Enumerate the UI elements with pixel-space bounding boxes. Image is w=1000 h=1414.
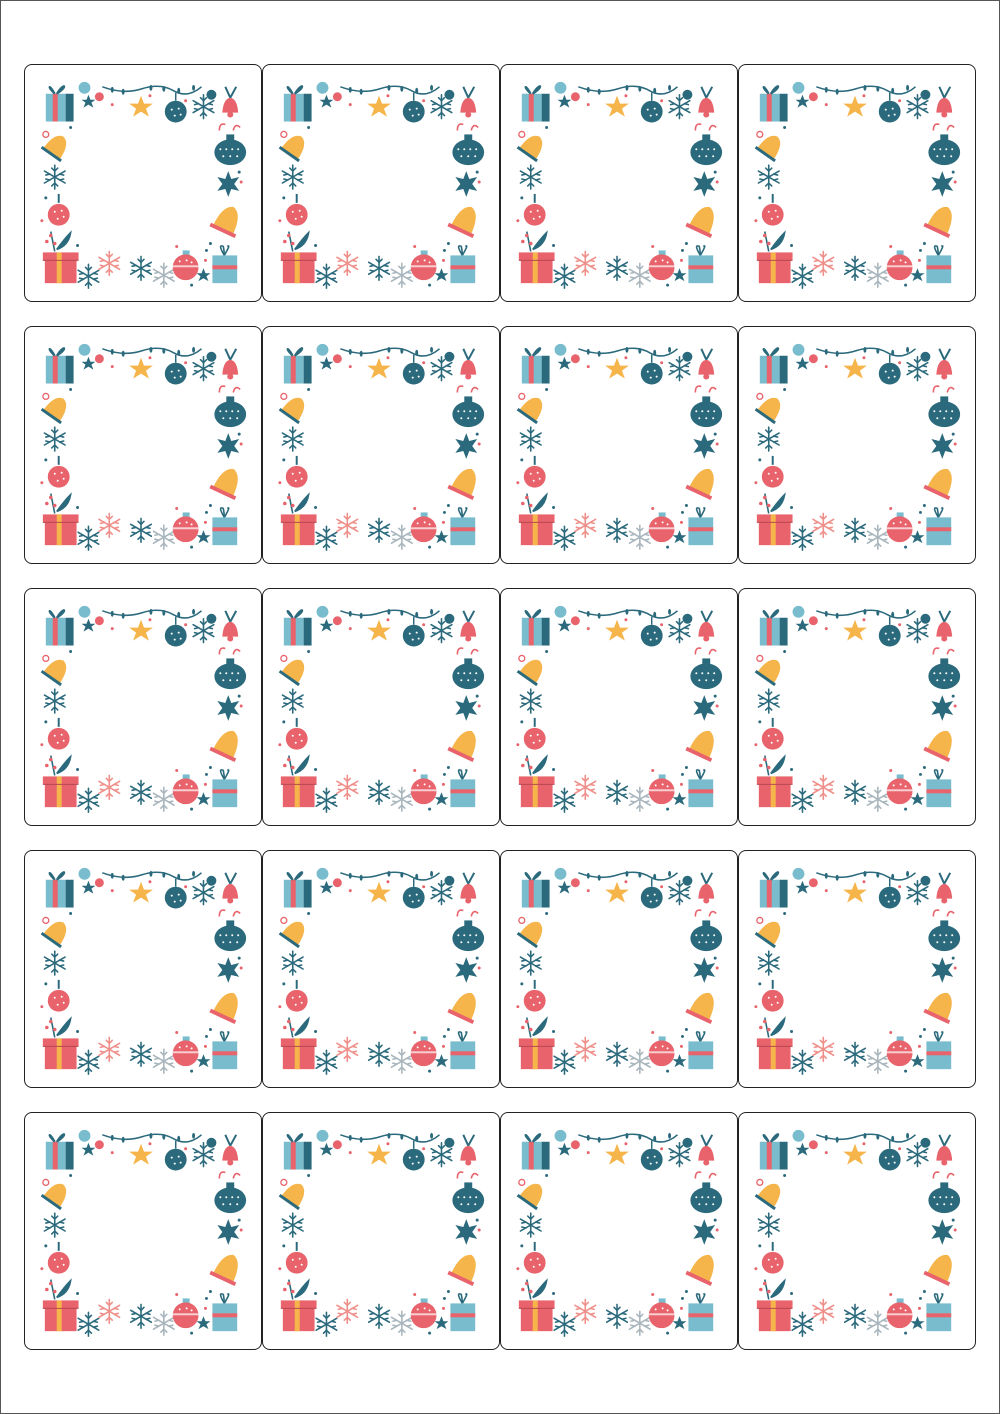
christmas-frame-decoration xyxy=(263,1113,499,1349)
christmas-frame-decoration xyxy=(739,1113,975,1349)
label-cell xyxy=(500,588,738,826)
christmas-frame-decoration xyxy=(501,589,737,825)
label-cell xyxy=(738,326,976,564)
christmas-frame-decoration xyxy=(739,327,975,563)
christmas-frame-decoration xyxy=(263,65,499,301)
christmas-frame-decoration xyxy=(501,327,737,563)
christmas-frame-decoration xyxy=(501,851,737,1087)
christmas-frame-decoration xyxy=(25,851,261,1087)
label-cell xyxy=(738,1112,976,1350)
christmas-frame-decoration xyxy=(263,589,499,825)
label-cell xyxy=(500,1112,738,1350)
label-cell xyxy=(24,850,262,1088)
christmas-frame-decoration xyxy=(25,1113,261,1349)
label-cell xyxy=(262,850,500,1088)
christmas-frame-decoration xyxy=(263,327,499,563)
christmas-frame-decoration xyxy=(739,589,975,825)
christmas-frame-decoration xyxy=(25,65,261,301)
label-cell xyxy=(500,850,738,1088)
label-cell xyxy=(24,588,262,826)
christmas-frame-decoration xyxy=(501,65,737,301)
label-cell xyxy=(500,326,738,564)
label-cell xyxy=(738,64,976,302)
label-cell xyxy=(262,588,500,826)
label-cell xyxy=(24,1112,262,1350)
christmas-frame-decoration xyxy=(739,65,975,301)
label-cell xyxy=(24,64,262,302)
label-cell xyxy=(262,1112,500,1350)
label-cell xyxy=(24,326,262,564)
label-cell xyxy=(262,326,500,564)
label-cell xyxy=(738,588,976,826)
label-cell xyxy=(500,64,738,302)
label-cell xyxy=(262,64,500,302)
christmas-frame-decoration xyxy=(501,1113,737,1349)
christmas-frame-decoration xyxy=(25,327,261,563)
christmas-frame-decoration xyxy=(739,851,975,1087)
christmas-frame-decoration xyxy=(25,589,261,825)
christmas-frame-decoration xyxy=(263,851,499,1087)
label-cell xyxy=(738,850,976,1088)
